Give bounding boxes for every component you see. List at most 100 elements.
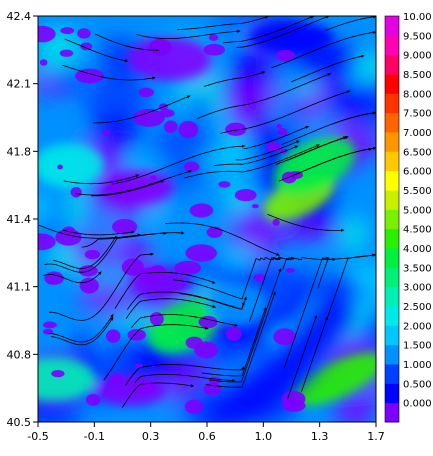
colorbar-label: 4.500 xyxy=(403,225,432,236)
field-patch xyxy=(43,328,54,335)
field-patch xyxy=(174,260,202,275)
streamline xyxy=(62,229,136,236)
streamline xyxy=(223,16,315,44)
streamline xyxy=(49,313,114,343)
colorbar-swatch xyxy=(385,54,399,75)
x-tick-label: 0.3 xyxy=(142,430,160,443)
field-patch xyxy=(84,249,101,260)
field-patch xyxy=(150,175,157,180)
field-patch xyxy=(75,68,105,84)
axes: -0.5 -0.1 0.3 0.6 1.0 1.3 1.7 40.5 40.8 41.1 41.4 4… xyxy=(7,10,385,443)
field-feature xyxy=(38,143,105,188)
colorbar-swatch xyxy=(385,248,399,268)
streamline xyxy=(325,16,376,31)
colorbar-label: 1.500 xyxy=(403,341,432,352)
field-blob xyxy=(152,126,221,155)
field-patch xyxy=(102,130,110,136)
streamline xyxy=(49,252,154,321)
field-feature xyxy=(207,282,268,327)
field-blob xyxy=(227,352,249,379)
colorbar-swatch xyxy=(385,267,399,288)
colorbar-swatch xyxy=(385,170,399,191)
field-patch xyxy=(234,189,257,202)
colorbar-label: 4.000 xyxy=(403,244,432,255)
colorbar-label: 6.500 xyxy=(403,147,432,158)
field-patch xyxy=(203,43,226,56)
field-blob xyxy=(346,263,376,286)
streamline xyxy=(94,33,160,52)
colorbar-swatch xyxy=(385,383,399,404)
x-tick-label: 1.3 xyxy=(311,430,329,443)
y-tick-label: 40.8 xyxy=(7,348,32,361)
colorbar-swatch xyxy=(385,151,399,172)
colorbar-swatch xyxy=(385,209,399,230)
field-patch xyxy=(266,141,281,153)
field-patch xyxy=(285,267,295,273)
field-feature xyxy=(126,36,211,81)
streamline xyxy=(125,298,217,319)
streamline xyxy=(184,144,320,179)
field-patch xyxy=(127,329,146,341)
streamline xyxy=(75,170,193,196)
streamline xyxy=(53,233,141,269)
colorbar-label: 1.000 xyxy=(403,360,432,371)
field-blob xyxy=(272,224,337,242)
field-patch xyxy=(57,164,63,170)
field-patch xyxy=(149,265,167,279)
field-patch xyxy=(178,121,199,139)
streamline xyxy=(300,316,328,393)
field-patch xyxy=(253,274,266,282)
streamline xyxy=(63,174,140,185)
streamline xyxy=(201,306,267,377)
streamline xyxy=(243,125,310,150)
field-patch xyxy=(158,108,175,118)
field-patch xyxy=(206,226,223,238)
streamline xyxy=(287,136,349,161)
streamline-group xyxy=(38,16,376,408)
field-patch xyxy=(198,315,218,329)
x-tick-label: -0.5 xyxy=(27,430,48,443)
field-patch xyxy=(218,181,231,188)
field-blob xyxy=(273,61,300,110)
field-feature xyxy=(148,298,220,353)
field-patch xyxy=(79,277,99,294)
streamline xyxy=(81,231,185,248)
colorbar-swatch xyxy=(385,325,399,346)
streamline xyxy=(317,253,376,289)
field-patch xyxy=(225,326,242,342)
field-patch xyxy=(112,218,138,235)
y-tick-label: 40.5 xyxy=(7,416,32,429)
streamline xyxy=(291,146,376,177)
streamline xyxy=(130,314,239,329)
streamline xyxy=(134,373,236,383)
field-patch xyxy=(225,122,247,136)
streamline xyxy=(248,256,295,323)
field-blob xyxy=(334,396,376,422)
field-blob xyxy=(309,208,343,228)
field-blob xyxy=(88,113,140,146)
colorbar-swatch xyxy=(385,190,399,210)
field-patch xyxy=(44,271,64,285)
streamline xyxy=(332,111,376,125)
streamline xyxy=(121,382,195,408)
field-patch xyxy=(208,34,219,42)
streamline xyxy=(204,71,266,87)
x-tick-label: 0.6 xyxy=(198,430,216,443)
y-tick-label: 42.1 xyxy=(7,78,32,91)
colorbar-label: 8.500 xyxy=(403,70,432,81)
y-tick-label: 42.4 xyxy=(7,10,32,23)
field-patch xyxy=(38,25,56,43)
field-patch xyxy=(60,27,75,35)
field-blob xyxy=(98,36,133,87)
field-patch xyxy=(77,28,91,39)
streamline xyxy=(205,291,276,388)
x-tick-label: 1.7 xyxy=(367,430,385,443)
field-patch xyxy=(39,59,48,66)
colorbar-label: 9.500 xyxy=(403,31,432,42)
field-patch xyxy=(110,373,123,385)
field-feature xyxy=(101,170,174,203)
streamline xyxy=(42,271,102,284)
streamline xyxy=(209,267,282,383)
streamlines xyxy=(38,16,376,408)
